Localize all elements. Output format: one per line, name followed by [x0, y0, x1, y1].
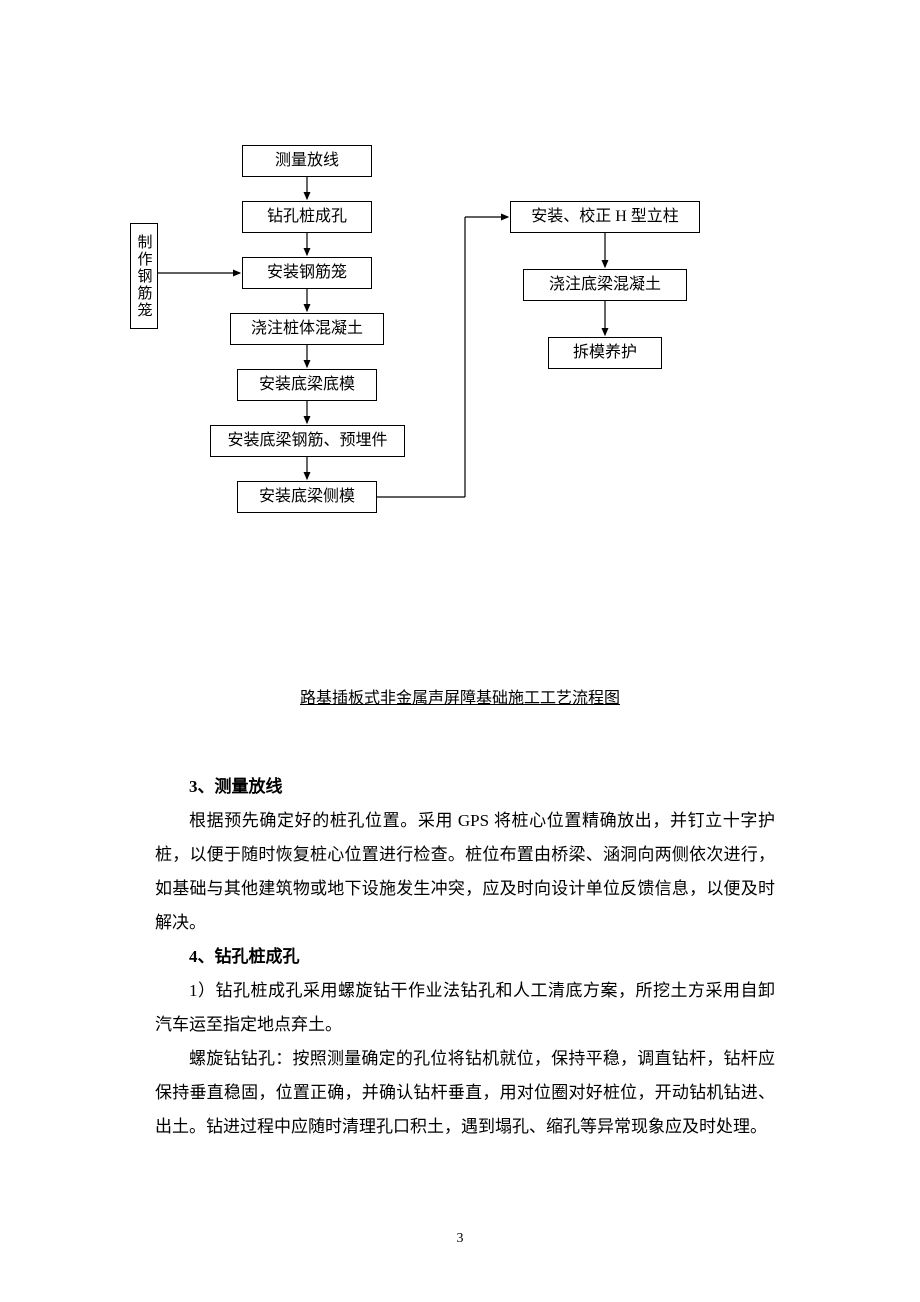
- flow-left-3: 浇注桩体混凝土: [230, 313, 384, 345]
- flowchart: 制作钢筋笼 测量放线 钻孔桩成孔 安装钢筋笼 浇注桩体混凝土 安装底梁底模 安装…: [130, 145, 790, 595]
- section-4-para-1: 螺旋钻钻孔：按照测量确定的孔位将钻机就位，保持平稳，调直钻杆，钻杆应保持垂直稳固…: [155, 1042, 775, 1144]
- section-4-para-0: 1）钻孔桩成孔采用螺旋钻干作业法钻孔和人工清底方案，所挖土方采用自卸汽车运至指定…: [155, 974, 775, 1042]
- flow-left-4: 安装底梁底模: [237, 369, 377, 401]
- section-3-heading: 3、测量放线: [155, 770, 775, 804]
- flowchart-caption: 路基插板式非金属声屏障基础施工工艺流程图: [0, 684, 920, 708]
- section-3-para-0: 根据预先确定好的桩孔位置。采用 GPS 将桩心位置精确放出，并钉立十字护桩，以便…: [155, 804, 775, 940]
- flow-left-1: 钻孔桩成孔: [242, 201, 372, 233]
- section-4-heading: 4、钻孔桩成孔: [155, 940, 775, 974]
- page-number: 3: [0, 1231, 920, 1247]
- flow-right-1: 浇注底梁混凝土: [523, 269, 687, 301]
- flow-left-5: 安装底梁钢筋、预埋件: [210, 425, 405, 457]
- flow-side-box: 制作钢筋笼: [130, 223, 158, 329]
- flow-left-2: 安装钢筋笼: [242, 257, 372, 289]
- flow-left-0: 测量放线: [242, 145, 372, 177]
- content-body: 3、测量放线 根据预先确定好的桩孔位置。采用 GPS 将桩心位置精确放出，并钉立…: [155, 770, 775, 1144]
- flow-right-2: 拆模养护: [548, 337, 662, 369]
- flow-left-6: 安装底梁侧模: [237, 481, 377, 513]
- flow-right-0: 安装、校正 H 型立柱: [510, 201, 700, 233]
